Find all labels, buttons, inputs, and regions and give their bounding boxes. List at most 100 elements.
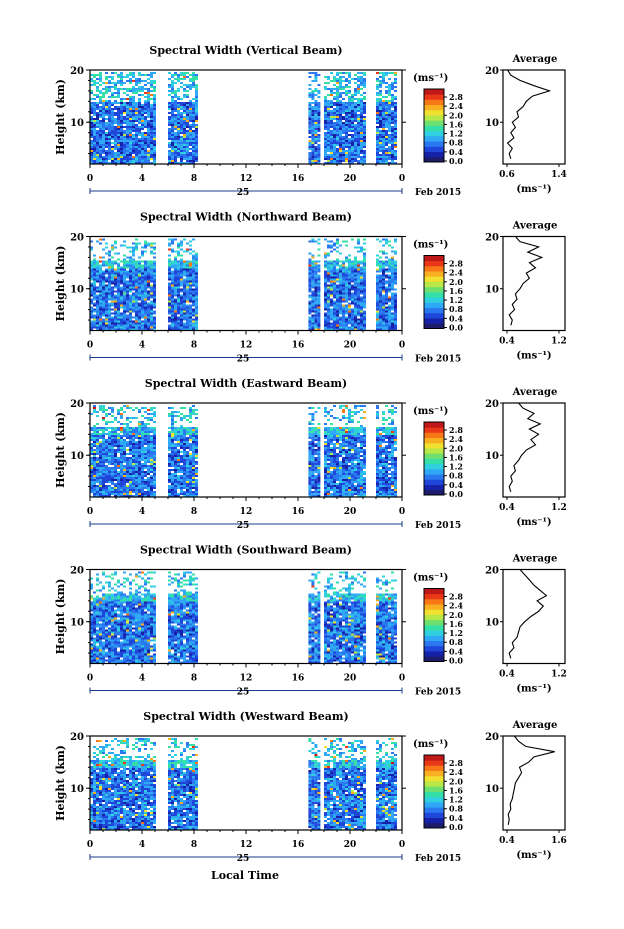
panel-4: Spectral Width (Westward Beam)2010Height… bbox=[54, 710, 567, 864]
average-title: Average bbox=[512, 554, 558, 565]
colorbar-tick: 1.2 bbox=[449, 462, 463, 472]
month-label: Feb 2015 bbox=[415, 854, 461, 864]
average-profile: Average 20 10 0.4 1.6(ms⁻¹) bbox=[485, 720, 567, 861]
colorbar-tick: 1.2 bbox=[449, 129, 463, 139]
average-x-tick: 1.2 bbox=[551, 670, 567, 680]
panel-0: Spectral Width (Vertical Beam)2010Height… bbox=[54, 44, 567, 198]
y-tick-label: 10 bbox=[70, 784, 84, 795]
date-label: 25 bbox=[237, 521, 250, 531]
average-x-tick: 1.2 bbox=[551, 503, 567, 513]
average-title: Average bbox=[512, 221, 558, 232]
y-tick-label: 20 bbox=[70, 399, 84, 410]
x-tick-label: 4 bbox=[139, 840, 145, 850]
colorbar-unit: (ms⁻¹) bbox=[413, 573, 448, 584]
average-x-tick: 0.4 bbox=[499, 337, 515, 347]
colorbar-frame bbox=[423, 88, 445, 163]
x-tick-label: 0 bbox=[87, 174, 93, 184]
x-tick-label: 8 bbox=[191, 840, 197, 850]
panel-title: Spectral Width (Eastward Beam) bbox=[145, 377, 347, 390]
average-line bbox=[508, 569, 548, 659]
average-line bbox=[507, 735, 555, 825]
colorbar-tick: 2.4 bbox=[449, 767, 463, 777]
date-label: 25 bbox=[237, 188, 250, 198]
x-tick-label: 8 bbox=[191, 674, 197, 684]
average-line bbox=[508, 236, 544, 326]
average-x-tick: 0.4 bbox=[499, 503, 515, 513]
average-x-label: (ms⁻¹) bbox=[516, 684, 551, 695]
colorbar-tick: 2.8 bbox=[449, 758, 463, 768]
average-line bbox=[506, 69, 552, 159]
colorbar-tick: 2.0 bbox=[449, 610, 463, 620]
colorbar: (ms⁻¹)2.82.42.01.61.20.80.40.0 bbox=[413, 406, 463, 499]
colorbar-tick: 2.0 bbox=[449, 110, 463, 120]
average-y-tick: 10 bbox=[485, 451, 499, 462]
colorbar-tick: 0.0 bbox=[449, 156, 463, 166]
average-x-tick: 0.6 bbox=[499, 170, 515, 180]
panels: Spectral Width (Vertical Beam)2010Height… bbox=[54, 44, 567, 864]
colorbar: (ms⁻¹)2.82.42.01.61.20.80.40.0 bbox=[413, 739, 463, 832]
x-tick-label: 4 bbox=[139, 507, 145, 517]
colorbar-tick: 1.6 bbox=[449, 119, 463, 129]
colorbar-tick: 1.6 bbox=[449, 452, 463, 462]
month-label: Feb 2015 bbox=[415, 188, 461, 198]
x-tick-label: 8 bbox=[191, 174, 197, 184]
y-tick-label: 20 bbox=[70, 66, 84, 77]
colorbar-tick: 0.8 bbox=[449, 304, 463, 314]
heatmap-cells bbox=[90, 571, 397, 664]
x-tick-label: 0 bbox=[399, 507, 405, 517]
average-title: Average bbox=[512, 387, 558, 398]
x-tick-label: 16 bbox=[292, 507, 305, 517]
x-tick-label: 20 bbox=[344, 174, 357, 184]
average-profile: Average 20 10 0.4 1.2(ms⁻¹) bbox=[485, 221, 567, 362]
average-profile: Average 20 10 0.4 1.2(ms⁻¹) bbox=[485, 554, 567, 695]
x-tick-label: 0 bbox=[87, 674, 93, 684]
colorbar-tick: 1.6 bbox=[449, 286, 463, 296]
month-label: Feb 2015 bbox=[415, 521, 461, 531]
colorbar-tick: 0.4 bbox=[449, 480, 463, 490]
colorbar-tick: 0.0 bbox=[449, 323, 463, 333]
average-y-tick: 20 bbox=[485, 732, 499, 743]
x-tick-label: 16 bbox=[292, 341, 305, 351]
average-x-tick: 1.2 bbox=[551, 337, 567, 347]
average-y-tick: 20 bbox=[485, 233, 499, 244]
average-x-label: (ms⁻¹) bbox=[516, 184, 551, 195]
colorbar-frame bbox=[423, 255, 445, 329]
x-axis-label: Local Time bbox=[211, 869, 279, 882]
colorbar-tick: 1.2 bbox=[449, 628, 463, 638]
x-tick-label: 20 bbox=[344, 507, 357, 517]
colorbar-tick: 2.4 bbox=[449, 601, 463, 611]
x-tick-label: 20 bbox=[344, 341, 357, 351]
colorbar-tick: 0.8 bbox=[449, 804, 463, 814]
colorbar-tick: 0.0 bbox=[449, 489, 463, 499]
average-y-tick: 20 bbox=[485, 566, 499, 577]
colorbar-tick: 0.8 bbox=[449, 637, 463, 647]
x-tick-label: 0 bbox=[399, 674, 405, 684]
y-axis-label: Height (km) bbox=[54, 745, 67, 821]
colorbar-tick: 0.4 bbox=[449, 646, 463, 656]
heatmap-cells bbox=[90, 738, 397, 830]
month-label: Feb 2015 bbox=[415, 355, 461, 365]
x-tick-label: 12 bbox=[240, 507, 253, 517]
average-y-tick: 20 bbox=[485, 66, 499, 77]
x-tick-label: 0 bbox=[399, 840, 405, 850]
average-y-tick: 10 bbox=[485, 118, 499, 129]
average-y-tick: 20 bbox=[485, 399, 499, 410]
colorbar-tick: 0.8 bbox=[449, 471, 463, 481]
x-tick-label: 12 bbox=[240, 174, 253, 184]
y-axis-label: Height (km) bbox=[54, 246, 67, 322]
average-x-label: (ms⁻¹) bbox=[516, 517, 551, 528]
date-label: 25 bbox=[237, 854, 250, 864]
panel-1: Spectral Width (Northward Beam)2010Heigh… bbox=[54, 211, 567, 365]
y-axis-label: Height (km) bbox=[54, 579, 67, 655]
colorbar-tick: 0.4 bbox=[449, 813, 463, 823]
x-tick-label: 4 bbox=[139, 174, 145, 184]
x-tick-label: 0 bbox=[399, 174, 405, 184]
y-tick-label: 10 bbox=[70, 451, 84, 462]
colorbar-tick: 0.4 bbox=[449, 147, 463, 157]
average-y-tick: 10 bbox=[485, 784, 499, 795]
colorbar-unit: (ms⁻¹) bbox=[413, 73, 448, 84]
colorbar-frame bbox=[423, 588, 445, 662]
colorbar: (ms⁻¹)2.82.42.01.61.20.80.40.0 bbox=[413, 573, 463, 666]
average-x-tick: 1.4 bbox=[551, 170, 567, 180]
colorbar-tick: 1.2 bbox=[449, 295, 463, 305]
